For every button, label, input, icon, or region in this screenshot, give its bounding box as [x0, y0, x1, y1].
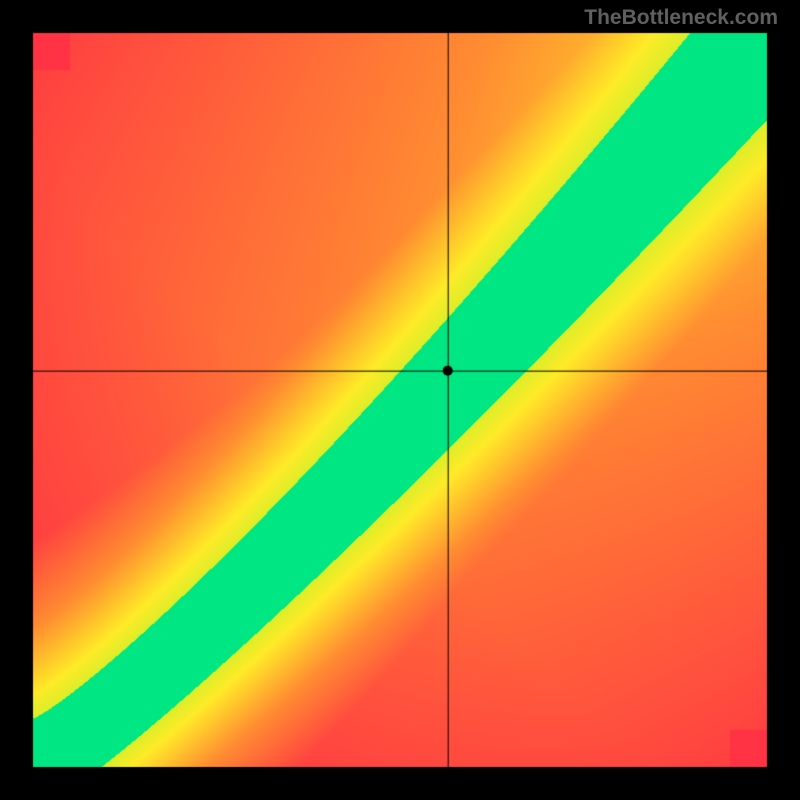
heatmap-canvas	[0, 0, 800, 800]
chart-container: TheBottleneck.com	[0, 0, 800, 800]
watermark-text: TheBottleneck.com	[584, 6, 778, 30]
